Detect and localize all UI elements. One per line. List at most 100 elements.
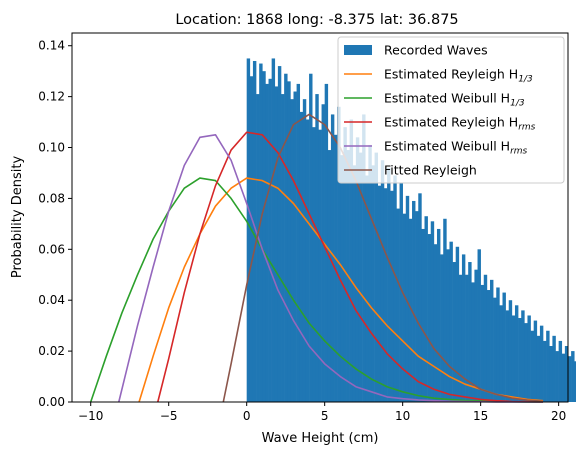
x-tick-label: −10 [78, 409, 103, 423]
histogram-bar [574, 361, 576, 402]
histogram-bar [446, 249, 450, 402]
histogram-bar [530, 330, 534, 402]
histogram-bar [514, 305, 519, 402]
histogram-bar [471, 282, 475, 402]
histogram-bar [312, 127, 316, 402]
histogram-bar [490, 279, 494, 402]
legend-swatch [344, 45, 372, 55]
histogram-bar [377, 185, 382, 402]
histogram-bar [564, 346, 569, 402]
histogram-bar [511, 315, 516, 402]
histogram-bar [299, 111, 304, 402]
histogram-bar [418, 193, 422, 402]
histogram-bar [424, 216, 428, 402]
histogram-bar [318, 129, 322, 402]
histogram-bar [539, 325, 544, 402]
histogram-bar [430, 221, 435, 402]
histogram-bar [343, 127, 347, 402]
x-axis-label: Wave Height (cm) [262, 431, 379, 446]
x-tick-label: 15 [473, 409, 488, 423]
y-tick-label: 0.02 [38, 344, 65, 358]
histogram-bar [380, 160, 385, 402]
histogram-bar [371, 165, 375, 402]
histogram-bar [458, 274, 463, 402]
histogram-bar [533, 320, 538, 402]
histogram-bar [561, 353, 566, 402]
histogram-bar [252, 60, 257, 403]
histogram-bar [355, 137, 360, 402]
histogram-bar [571, 351, 575, 402]
histogram-bar [468, 262, 472, 402]
series-line-estimated-reyleigh-hrms [157, 131, 544, 403]
histogram-bar [309, 73, 313, 402]
histogram-bar [455, 246, 460, 402]
histogram-bar [433, 244, 438, 402]
y-axis-label: Probability Density [10, 156, 25, 279]
histogram-bar [365, 175, 369, 402]
histogram-bar [256, 94, 260, 402]
x-tick-label: 20 [551, 409, 566, 423]
histogram-bar [493, 297, 497, 402]
histogram-bar [358, 152, 363, 402]
histogram-bar [443, 218, 447, 402]
chart-legend: Recorded Waves Estimated Reyleigh H1/3 Est… [337, 36, 565, 184]
histogram-bar [246, 58, 251, 402]
histogram-bar [480, 284, 485, 402]
histogram-bar [390, 190, 394, 402]
histogram-bar [249, 76, 254, 402]
plot-area [71, 32, 576, 403]
histogram-bar [305, 119, 310, 403]
histogram-bar [340, 155, 344, 402]
histogram-bar [383, 188, 388, 402]
histogram-bar [290, 99, 294, 403]
histogram-bar [368, 144, 372, 402]
y-tick-label: 0.06 [38, 242, 65, 256]
histogram-bar [499, 305, 503, 402]
x-tick-label: 5 [321, 409, 329, 423]
histogram-bar [337, 106, 341, 403]
histogram-bar [352, 165, 357, 402]
histogram-bar [543, 340, 547, 402]
histogram-bar [552, 335, 556, 402]
legend-label: Estimated Reyleigh H1/3 [384, 67, 533, 85]
chart-title: Location: 1868 long: -8.375 lat: 36.875 [175, 12, 458, 28]
histogram-bar [415, 211, 419, 402]
histogram-bar [549, 346, 553, 402]
histogram-bar [452, 262, 456, 402]
histogram-bar [274, 86, 279, 402]
histogram-bar [427, 234, 432, 402]
histogram-bar [287, 81, 291, 402]
y-tick-label: 0.04 [38, 293, 65, 307]
histogram-bar [461, 254, 466, 402]
y-tick-label: 0.10 [38, 141, 65, 155]
histogram-bar [555, 351, 559, 402]
histogram-bar [281, 94, 285, 402]
histogram-bar [315, 94, 319, 402]
histogram-bar [465, 274, 469, 402]
histogram-bar [362, 114, 366, 403]
histogram-bar [277, 66, 282, 402]
x-tick-label: 0 [243, 409, 251, 423]
histogram-bar [536, 335, 541, 402]
histogram-bar [527, 315, 531, 402]
x-tick-label: −5 [160, 409, 178, 423]
histogram-bar [558, 340, 563, 402]
legend-label: Estimated Weibull Hrms [384, 139, 528, 157]
histogram-bar [449, 241, 453, 402]
histogram-bar [349, 119, 354, 403]
histogram-bar [477, 249, 481, 402]
series-line-estimated-reyleigh-h1-3 [138, 177, 544, 403]
y-tick-label: 0.14 [38, 39, 65, 53]
histogram-bar [284, 73, 288, 402]
y-tick-label: 0.08 [38, 191, 65, 205]
histogram-bar [483, 274, 488, 402]
x-tick-label: 10 [395, 409, 410, 423]
histogram-bar [321, 104, 325, 402]
histogram-bar [271, 58, 276, 402]
axes-frame [71, 32, 569, 403]
y-tick-label: 0.12 [38, 90, 65, 104]
y-tick-label: 0.00 [38, 395, 65, 409]
histogram-bar [399, 183, 403, 402]
histogram-bar [268, 78, 272, 402]
